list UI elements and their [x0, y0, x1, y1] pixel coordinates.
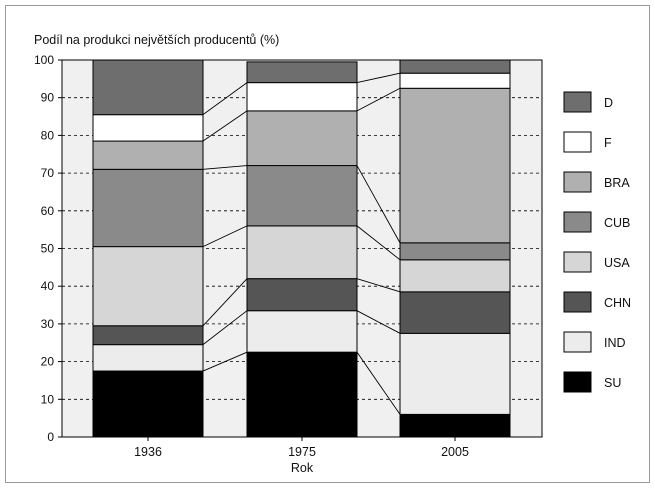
legend-swatch-usa — [563, 251, 592, 273]
legend-swatch-su — [563, 371, 592, 393]
legend-label-cub: CUB — [604, 216, 630, 230]
legend-label-f: F — [604, 136, 612, 150]
x-tick-label: 2005 — [441, 445, 469, 459]
legend-label-usa: USA — [604, 256, 630, 270]
bar-segment-d — [92, 59, 204, 116]
x-tick-label: 1936 — [134, 445, 162, 459]
chart-frame: Podíl na produkci největších producentů … — [5, 5, 650, 483]
legend-label-bra: BRA — [604, 176, 630, 190]
connector-line — [202, 225, 248, 248]
y-tick-label: 60 — [41, 204, 55, 218]
bar-segment-cub — [246, 165, 358, 227]
connector-lines — [202, 72, 401, 415]
y-tick-label: 20 — [41, 355, 55, 369]
bar-segment-cub — [399, 242, 511, 261]
bar-segment-f — [399, 72, 511, 89]
connector-line — [202, 278, 248, 327]
bar-segment-bra — [399, 87, 511, 244]
y-tick-label: 70 — [41, 166, 55, 180]
x-axis-title: Rok — [291, 461, 314, 475]
legend-swatch-ind — [563, 331, 592, 353]
connector-line — [356, 72, 401, 84]
legend-label-su: SU — [604, 376, 621, 390]
legend-swatch-bra — [563, 171, 592, 193]
stacked-bar-chart: Podíl na produkci největších producentů … — [34, 33, 631, 475]
connector-line — [202, 165, 248, 170]
bar-segment-su — [246, 351, 358, 438]
legend: D F BRA CUB USA CHN IND SU — [563, 91, 631, 393]
legend-swatch-f — [563, 131, 592, 153]
connector-line — [356, 87, 401, 112]
x-axis: 1936 1975 2005 — [134, 437, 469, 459]
bar-segment-cub — [92, 168, 204, 248]
y-tick-label: 30 — [41, 317, 55, 331]
x-tick-label: 1975 — [288, 445, 316, 459]
bar-segment-f — [246, 82, 358, 112]
bar-segment-d — [399, 59, 511, 74]
bar-segment-su — [399, 413, 511, 438]
connector-line — [202, 82, 248, 116]
bar-segment-ind — [399, 332, 511, 415]
bars — [92, 59, 511, 438]
bar-segment-bra — [92, 140, 204, 170]
bar-segment-f — [92, 114, 204, 142]
bar-segment-usa — [246, 225, 358, 280]
legend-label-chn: CHN — [604, 296, 631, 310]
connector-line — [356, 351, 401, 415]
bar-segment-usa — [399, 259, 511, 293]
y-tick-label: 0 — [47, 430, 54, 444]
y-tick-label: 10 — [41, 392, 55, 406]
bar-segment-chn — [92, 325, 204, 346]
connector-line — [202, 310, 248, 345]
legend-swatch-chn — [563, 291, 592, 313]
bar-segment-ind — [246, 310, 358, 353]
legend-swatch-cub — [563, 211, 592, 233]
bar-segment-d — [246, 61, 358, 84]
y-tick-label: 100 — [34, 53, 54, 67]
legend-label-ind: IND — [604, 336, 626, 350]
bar-segment-chn — [246, 278, 358, 312]
connector-line — [356, 310, 401, 334]
bar-segment-ind — [92, 344, 204, 372]
connector-line — [356, 278, 401, 293]
connector-line — [202, 351, 248, 372]
y-tick-label: 80 — [41, 128, 55, 142]
y-tick-label: 90 — [41, 91, 55, 105]
legend-label-d: D — [604, 96, 613, 110]
y-tick-label: 40 — [41, 279, 55, 293]
bar-segment-su — [92, 370, 204, 438]
bar-segment-usa — [92, 246, 204, 327]
connector-line — [356, 165, 401, 244]
bar-segment-chn — [399, 291, 511, 334]
y-tick-label: 50 — [41, 242, 55, 256]
bar-segment-bra — [246, 110, 358, 167]
connector-line — [356, 225, 401, 261]
chart-title: Podíl na produkci největších producentů … — [34, 33, 279, 47]
connector-line — [202, 110, 248, 142]
y-axis: 0 10 20 30 40 50 60 70 80 90 100 — [34, 53, 62, 444]
legend-swatch-d — [563, 91, 592, 113]
